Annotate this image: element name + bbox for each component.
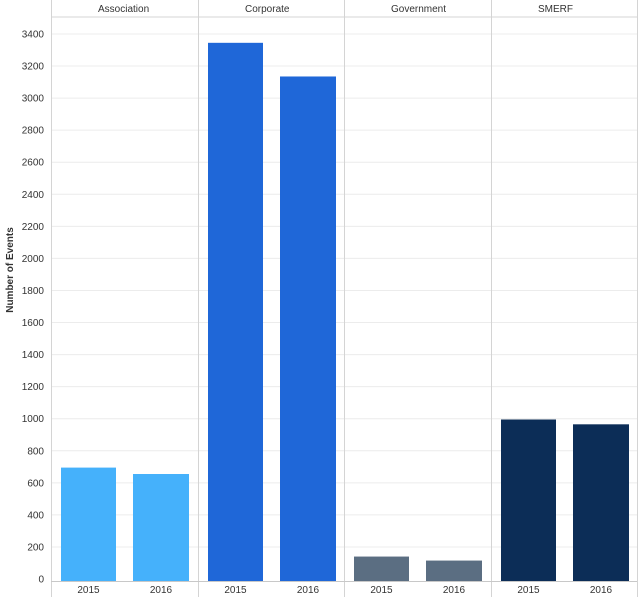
x-tick-labels: 2015 2016 2015 2016 2015 2016 2015 2016 (77, 585, 612, 596)
y-tick-labels: 0 200 400 600 800 1000 1200 1400 1600 1800 2000 220… (22, 30, 45, 586)
x-tick-label: 2015 (370, 585, 393, 596)
panel-header-association: Association (98, 4, 149, 15)
y-tick-label: 3400 (22, 30, 45, 41)
y-tick-label: 600 (27, 478, 44, 489)
x-tick-label: 2016 (443, 585, 466, 596)
y-axis-label: Number of Events (5, 227, 16, 313)
y-tick-label: 1000 (22, 414, 45, 425)
y-tick-label: 2000 (22, 254, 45, 265)
y-tick-label: 3000 (22, 94, 45, 105)
x-tick-label: 2016 (590, 585, 613, 596)
bar-association-2016 (133, 474, 189, 581)
y-tick-label: 1800 (22, 286, 45, 297)
bar-government-2016 (426, 560, 482, 581)
panel-header-government: Government (391, 4, 446, 15)
y-tick-label: 2800 (22, 126, 45, 137)
y-tick-label: 800 (27, 446, 44, 457)
bar-smerf-2016 (573, 424, 629, 581)
y-tick-label: 3200 (22, 62, 45, 73)
bar-association-2015 (61, 467, 116, 581)
bar-government-2015 (354, 556, 409, 581)
y-tick-label: 0 (38, 575, 44, 586)
y-tick-label: 1600 (22, 318, 45, 329)
y-tick-label: 2400 (22, 190, 45, 201)
y-tick-label: 400 (27, 510, 44, 521)
x-tick-label: 2016 (297, 585, 320, 596)
y-tick-label: 1200 (22, 382, 45, 393)
x-tick-label: 2016 (150, 585, 173, 596)
bar-corporate-2016 (280, 76, 336, 582)
x-tick-label: 2015 (517, 585, 540, 596)
x-tick-label: 2015 (77, 585, 100, 596)
y-tick-label: 1400 (22, 350, 45, 361)
bar-smerf-2015 (501, 419, 556, 581)
x-tick-label: 2015 (224, 585, 247, 596)
panel-frames (51, 0, 638, 597)
panel-header-corporate: Corporate (245, 4, 290, 15)
bars (61, 42, 629, 582)
bar-corporate-2015 (208, 42, 263, 582)
y-tick-label: 2600 (22, 158, 45, 169)
panel-headers: Association Corporate Government SMERF (98, 4, 573, 15)
y-tick-label: 2200 (22, 222, 45, 233)
y-tick-label: 200 (27, 542, 44, 553)
panel-header-smerf: SMERF (538, 4, 573, 15)
